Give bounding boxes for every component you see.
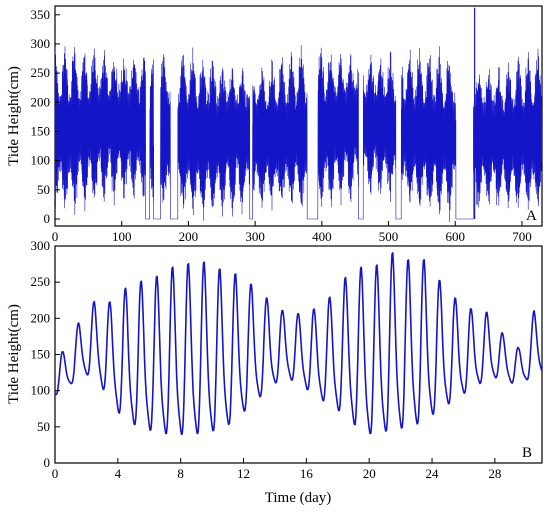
panel-a-x-tick-label: 0	[52, 229, 59, 244]
panel-b-y-tick-label: 100	[31, 383, 51, 398]
panel-a-y-tick-label: 350	[31, 7, 51, 22]
panel-a-y-tick-label: 300	[31, 36, 51, 51]
panel-a-label: A	[526, 208, 537, 224]
panel-b-x-tick-label: 12	[237, 466, 250, 481]
panel-a-y-tick-label: 0	[44, 211, 51, 226]
panel-b-series-line	[54, 252, 543, 436]
panel-b-axes: 0 4 8 12 16 20 24 28 0 50 100 150 200 250 300	[31, 238, 502, 481]
panel-a-x-tick-label: 500	[379, 229, 399, 244]
panel-a-y-tick-label: 150	[31, 123, 51, 138]
x-axis-title: Time (day)	[265, 490, 332, 506]
panel-a-series-group	[54, 7, 543, 222]
panel-a-y-tick-label: 250	[31, 65, 51, 80]
panel-b-x-tick-label: 24	[426, 466, 440, 481]
panel-a-x-tick-label: 700	[512, 229, 532, 244]
panel-b-y-tick-label: 0	[44, 455, 51, 470]
panel-b-y-tick-label: 250	[31, 274, 51, 289]
panel-b-series-group	[54, 249, 543, 436]
panel-a-x-tick-label: 100	[112, 229, 132, 244]
panel-a-y-tick-label: 50	[37, 182, 50, 197]
panel-b-x-tick-label: 16	[300, 466, 314, 481]
panel-b-x-tick-label: 0	[52, 466, 59, 481]
panel-b-y-axis-title: Tide Height(cm)	[6, 304, 22, 404]
panel-b-x-tick-label: 4	[115, 466, 122, 481]
panel-b-x-tick-label: 28	[488, 466, 501, 481]
panel-b-y-tick-label: 200	[31, 310, 51, 325]
panel-a-y-axis-title: Tide Height(cm)	[6, 66, 22, 166]
panel-a-x-tick-label: 300	[245, 229, 265, 244]
panel-a-x-tick-label: 200	[179, 229, 199, 244]
panel-b-y-tick-label: 300	[31, 238, 51, 253]
panel-b-x-tick-label: 8	[177, 466, 184, 481]
panel-b: 0 4 8 12 16 20 24 28 0 50 100 150 200 250 300 B Time (…	[31, 238, 543, 506]
panel-a-axes: 0 100 200 300 400 500 600 700 0 50 100 150 200 250 300…	[31, 7, 532, 244]
panel-a-series-line	[54, 45, 543, 222]
panel-a: 0 100 200 300 400 500 600 700 0 50 100 150 200 250 300…	[31, 5, 543, 244]
panel-a-x-tick-label: 600	[446, 229, 466, 244]
panel-a-y-tick-label: 200	[31, 94, 51, 109]
panel-b-x-tick-label: 20	[363, 466, 376, 481]
panel-b-label: B	[522, 445, 532, 461]
panel-a-x-tick-label: 400	[312, 229, 332, 244]
panel-b-y-tick-label: 50	[37, 419, 50, 434]
panel-b-y-tick-label: 150	[31, 347, 51, 362]
panel-a-y-tick-label: 100	[31, 153, 51, 168]
